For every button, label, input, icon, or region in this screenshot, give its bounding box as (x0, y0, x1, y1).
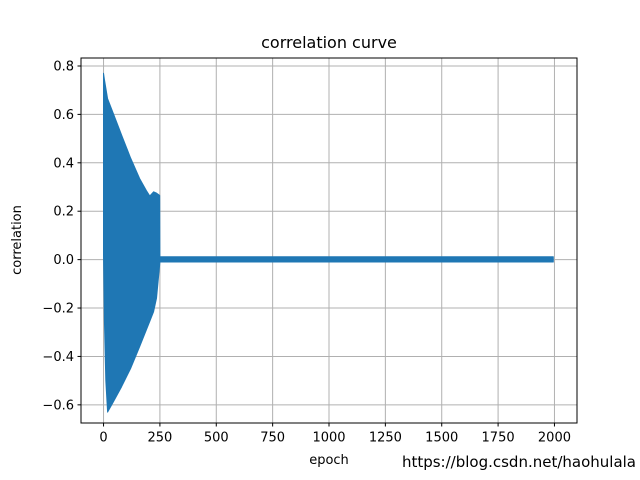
y-tick-labels: 0.8 0.6 0.4 0.2 0.0 −0.2 −0.4 −0.6 (42, 59, 74, 413)
watermark-url: https://blog.csdn.net/haohulala (402, 453, 636, 471)
chart-title: correlation curve (261, 33, 397, 52)
correlation-series-area (103, 72, 554, 413)
x-tick-label: 0 (99, 431, 107, 446)
x-tick-label: 1000 (312, 431, 345, 446)
x-tick-label: 1500 (425, 431, 458, 446)
x-tick-labels: 0 250 500 750 1000 1250 1500 1750 2000 (99, 431, 571, 446)
y-tick-label: −0.6 (42, 398, 74, 413)
x-tick-label: 2000 (538, 431, 571, 446)
y-tick-label: 0.0 (53, 253, 74, 268)
x-axis-label: epoch (309, 453, 349, 468)
x-tick-label: 1750 (482, 431, 515, 446)
y-tick-label: 0.4 (53, 156, 74, 171)
y-tick-label: −0.2 (42, 302, 74, 317)
y-axis-label: correlation (10, 205, 25, 275)
y-tick-label: 0.6 (53, 108, 74, 123)
x-tick-label: 250 (147, 431, 172, 446)
x-tick-label: 500 (204, 431, 229, 446)
x-tick-label: 1250 (369, 431, 402, 446)
y-tick-label: −0.4 (42, 350, 74, 365)
series-layer (103, 72, 554, 413)
y-tick-label: 0.8 (53, 59, 74, 74)
x-tick-label: 750 (260, 431, 285, 446)
y-tick-label: 0.2 (53, 205, 74, 220)
axis-ticks (77, 65, 555, 427)
